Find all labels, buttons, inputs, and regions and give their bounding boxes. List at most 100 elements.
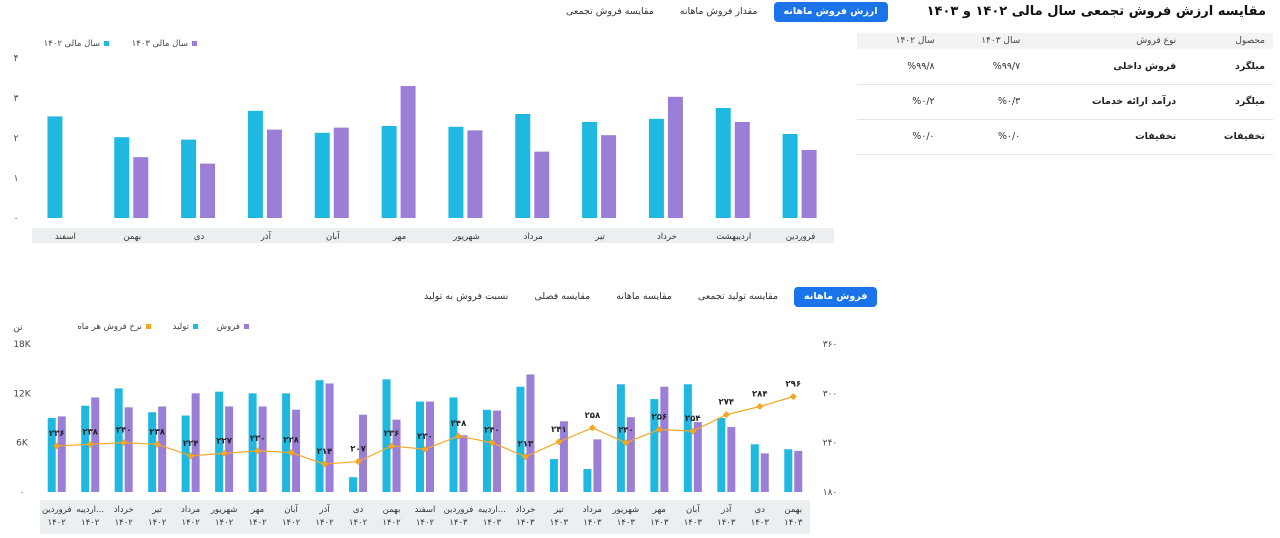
x-tick-year: ۱۴۰۳ [684,518,703,528]
bar-production [516,386,525,492]
rate-data-label: ۲۳۸ [149,427,165,437]
tab-monthly-sales-quantity[interactable]: مقدار فروش ماهانه [679,6,758,17]
bar-sales [392,419,401,492]
cell-sale-type: درآمد ارائه خدمات [1028,84,1185,120]
rate-point [287,448,295,457]
rate-point [521,453,529,461]
bar-sales [57,416,66,492]
rate-point [220,449,228,457]
bar-sales [292,409,301,492]
x-tick-label: بهمن [784,505,802,515]
x-tick-year: ۱۴۰۳ [483,518,502,528]
x-tick-label: فروردین [444,505,474,515]
x-tick-label: اردیبه... [76,505,104,515]
rate-point [53,442,61,450]
bar-1403 [801,150,817,218]
rate-data-label: ۲۷۴ [719,398,735,408]
bar-sales [359,414,368,492]
y-tick-label: ۱ [14,174,19,184]
bar-sales [593,439,602,492]
bar-production [114,388,123,492]
cell-product: میلگرد [1184,84,1273,120]
rate-data-label: ۲۱۳ [518,440,534,450]
bar-sales [559,421,568,492]
tab-sales-to-production-ratio[interactable]: نسبت فروش به تولید [424,291,509,302]
bar-sales [459,435,468,492]
x-tick-label: مرداد [583,505,602,515]
legend-sales-label: فروش [217,322,240,332]
x-tick-label: شهریور [452,232,480,242]
x-tick-label: مهر [250,505,264,515]
x-tick-year: ۱۴۰۲ [315,518,334,528]
table-row: میلگرد درآمد ارائه خدمات %۰/۳ %۰/۲ [857,84,1273,120]
table-header-row: محصول نوع فروش سال ۱۴۰۳ سال ۱۴۰۲ [857,33,1273,49]
y2-tick-label: ۳۰۰ [823,389,838,399]
x-tick-label: آذر [260,230,272,242]
y-tick-label: ۴ [14,54,19,64]
cell-product: تخفیفات [1184,119,1273,155]
col-header-product: محصول [1184,33,1273,49]
x-tick-label: اسفند [55,232,76,242]
bar-production [416,401,424,492]
rate-point [588,424,596,432]
cell-sale-type: فروش داخلی [1028,49,1185,85]
bar-production [215,391,224,492]
rate-point [655,425,663,434]
bar-production [315,380,324,492]
x-tick-label: آذر [720,503,732,515]
bar-production [148,412,157,492]
bar-sales [626,417,635,492]
bar-production [248,393,257,492]
rate-point [387,442,396,450]
bar-sales [91,397,100,492]
rate-point [120,439,128,447]
x-tick-label: مرداد [524,232,543,242]
x-tick-label: اسفند [415,505,436,515]
x-axis-band-2 [40,500,810,534]
bar-production [549,459,558,492]
x-tick-year: ۱۴۰۳ [650,518,669,528]
bar-1402 [448,126,464,218]
x-tick-label: فروردین [786,232,816,242]
cell-1402: %۹۹/۸ [857,49,943,85]
bar-sales [794,450,803,492]
x-tick-year: ۱۴۰۲ [416,518,435,528]
x-tick-label: اردیبهشت [716,232,751,242]
bar-1403 [200,163,216,218]
rate-data-label: ۲۴۰ [116,426,132,436]
x-tick-year: ۱۴۰۲ [215,518,234,528]
x-tick-year: ۱۴۰۲ [282,518,301,528]
bar-1402 [582,122,598,218]
x-tick-year: ۱۴۰۳ [516,518,535,528]
tab-monthly-comparison[interactable]: مقایسه ماهانه [616,291,672,302]
x-tick-label: تیر [594,232,605,242]
y-tick-label: 18K [13,340,31,350]
tab-monthly-sales[interactable]: فروش ماهانه [794,287,878,307]
y-tick-label: ۳ [14,94,19,104]
rate-data-label: ۲۴۰ [618,426,634,436]
bar-1402 [314,132,330,218]
tab-seasonal-comparison[interactable]: مقایسه فصلی [534,291,591,302]
bar-sales [325,383,334,492]
rate-point [153,440,161,448]
tab-cumulative-sales-comparison[interactable]: مقایسه فروش تجمعی [566,6,654,17]
tab-monthly-sales-value[interactable]: ارزش فروش ماهانه [773,2,888,22]
sales-share-table: محصول نوع فروش سال ۱۴۰۳ سال ۱۴۰۲ میلگرد … [857,33,1273,155]
bar-1403 [601,135,617,218]
bar-sales [258,406,267,492]
y-tick-label: 6K [16,439,29,449]
y-tick-label: ۰ [20,488,25,498]
cell-1403: %۹۹/۷ [942,49,1029,85]
x-tick-year: ۱۴۰۲ [349,518,368,528]
bar-1402 [381,126,397,218]
rate-point [689,427,697,435]
rate-data-label: ۲۵۶ [652,413,668,423]
tab-cumulative-production-comparison[interactable]: مقایسه تولید تجمعی [697,291,779,302]
bar-sales [158,406,167,492]
x-tick-label: مرداد [181,505,200,515]
rate-point [321,460,329,468]
bar-sales [492,410,501,492]
x-tick-year: ۱۴۰۳ [449,518,468,528]
y2-tick-label: ۳۶۰ [823,340,838,350]
